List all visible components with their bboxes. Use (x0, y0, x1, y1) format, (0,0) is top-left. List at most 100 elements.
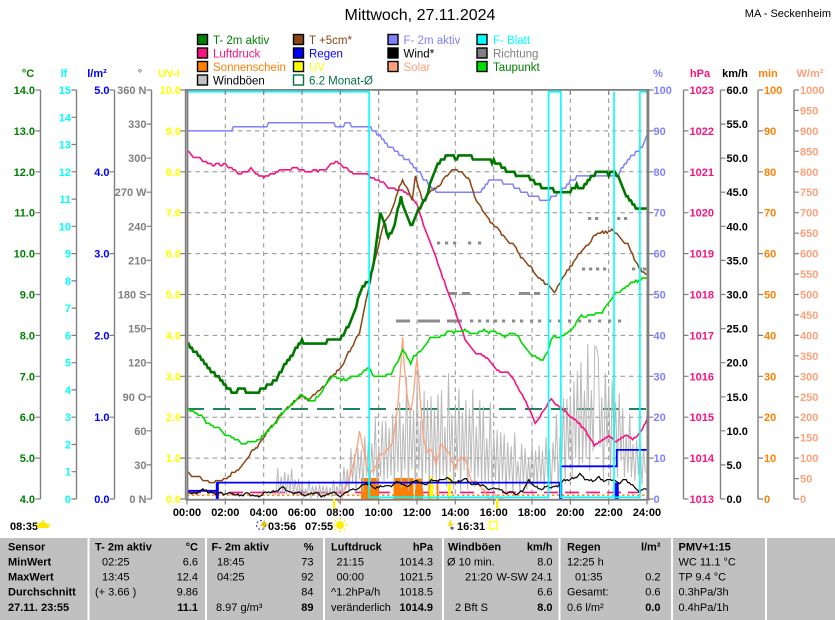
svg-text:0.2: 0.2 (645, 572, 660, 584)
svg-text:8.97 g/m³: 8.97 g/m³ (216, 602, 263, 614)
svg-text:12.4: 12.4 (177, 572, 198, 584)
svg-text:6.2 Monat-Ø: 6.2 Monat-Ø (309, 76, 373, 88)
svg-text:40.0: 40.0 (727, 221, 748, 233)
svg-text:360 N: 360 N (117, 85, 146, 97)
svg-text:1.0: 1.0 (94, 412, 109, 424)
svg-text:5.0: 5.0 (20, 453, 35, 465)
svg-text:TP 9.4 °C: TP 9.4 °C (679, 572, 727, 584)
svg-text:30.0: 30.0 (727, 290, 748, 302)
svg-text:1014: 1014 (690, 453, 715, 465)
svg-text:F- 2m aktiv: F- 2m aktiv (404, 35, 461, 47)
svg-text:20: 20 (764, 412, 776, 424)
svg-text:16:00: 16:00 (480, 507, 508, 519)
svg-text:5.0: 5.0 (94, 85, 109, 97)
svg-text:12:25 h: 12:25 h (567, 557, 604, 569)
svg-text:73: 73 (301, 557, 313, 569)
svg-text:1018.5: 1018.5 (399, 587, 433, 599)
svg-text:6.6: 6.6 (537, 587, 552, 599)
svg-text:80: 80 (764, 167, 776, 179)
svg-text:45.0: 45.0 (727, 187, 748, 199)
svg-text:1.0: 1.0 (166, 453, 181, 465)
svg-text:24:00: 24:00 (633, 507, 661, 519)
svg-text:1: 1 (65, 467, 71, 479)
svg-text:T- 2m aktiv: T- 2m aktiv (213, 35, 269, 47)
svg-text:0 N: 0 N (129, 494, 146, 506)
svg-text:1018: 1018 (690, 290, 714, 302)
svg-text:00:00: 00:00 (173, 507, 201, 519)
svg-text:92: 92 (301, 572, 313, 584)
svg-text:MA - Seckenheim: MA - Seckenheim (745, 8, 831, 20)
svg-text:13.0: 13.0 (14, 126, 35, 138)
svg-text:60: 60 (764, 249, 776, 261)
svg-text:4.0: 4.0 (20, 494, 35, 506)
svg-text:11.0: 11.0 (14, 208, 35, 220)
svg-text:Luftdruck: Luftdruck (331, 542, 383, 554)
svg-text:30: 30 (134, 460, 146, 472)
svg-text:9.0: 9.0 (166, 126, 181, 138)
svg-text:Wind*: Wind* (404, 49, 435, 61)
svg-text:2.0: 2.0 (94, 330, 109, 342)
svg-text:6: 6 (65, 330, 71, 342)
svg-text:Luftdruck: Luftdruck (213, 49, 261, 61)
svg-text:0.4hPa/1h: 0.4hPa/1h (679, 602, 729, 614)
svg-text:1000: 1000 (800, 85, 824, 97)
svg-text:1014.3: 1014.3 (399, 557, 433, 569)
svg-text:20:00: 20:00 (556, 507, 584, 519)
svg-text:0.0: 0.0 (727, 494, 742, 506)
svg-text:25.0: 25.0 (727, 324, 748, 336)
svg-text:0.3hPa/3h: 0.3hPa/3h (679, 587, 729, 599)
svg-text:12: 12 (59, 167, 71, 179)
svg-text:800: 800 (800, 167, 818, 179)
svg-text:12:00: 12:00 (403, 507, 431, 519)
svg-text:150: 150 (800, 433, 818, 445)
svg-text:22:00: 22:00 (595, 507, 623, 519)
svg-text:7.0: 7.0 (20, 371, 35, 383)
svg-text:2.0: 2.0 (166, 412, 181, 424)
svg-text:min: min (758, 68, 778, 80)
svg-text:400: 400 (800, 330, 818, 342)
svg-text:hPa: hPa (413, 542, 434, 554)
svg-text:F- 2m aktiv: F- 2m aktiv (212, 542, 270, 554)
svg-text:40: 40 (654, 330, 666, 342)
svg-text:08:35: 08:35 (10, 521, 38, 533)
svg-text:MinWert: MinWert (8, 557, 52, 569)
svg-text:Regen: Regen (309, 49, 343, 61)
svg-text:Mittwoch, 27.11.2024: Mittwoch, 27.11.2024 (345, 7, 496, 24)
svg-text:84: 84 (301, 587, 313, 599)
svg-text:1017: 1017 (690, 330, 714, 342)
svg-text:30: 30 (764, 371, 776, 383)
svg-text:90: 90 (764, 126, 776, 138)
svg-text:T +5cm*: T +5cm* (309, 35, 352, 47)
svg-text:04:00: 04:00 (250, 507, 278, 519)
svg-text:Ø 10 min.: Ø 10 min. (447, 557, 495, 569)
svg-text:13:45: 13:45 (102, 572, 130, 584)
svg-text:km/h: km/h (527, 542, 553, 554)
svg-text:100: 100 (654, 85, 672, 97)
svg-text:8: 8 (65, 276, 71, 288)
svg-text:16:31: 16:31 (457, 521, 485, 533)
svg-text:MaxWert: MaxWert (8, 572, 54, 584)
svg-text:50: 50 (800, 474, 812, 486)
svg-text:02:25: 02:25 (102, 557, 130, 569)
svg-text:9.86: 9.86 (177, 587, 198, 599)
svg-text:Taupunkt: Taupunkt (493, 62, 540, 74)
svg-text:950: 950 (800, 106, 818, 118)
svg-text:1015: 1015 (690, 412, 714, 424)
svg-text:70: 70 (764, 208, 776, 220)
svg-text:60.0: 60.0 (727, 85, 748, 97)
svg-text:12.0: 12.0 (14, 167, 35, 179)
svg-text:04:25: 04:25 (217, 572, 245, 584)
svg-text:100: 100 (764, 85, 782, 97)
svg-text:9.0: 9.0 (20, 290, 35, 302)
svg-text:°C: °C (22, 68, 34, 80)
svg-text:300: 300 (800, 371, 818, 383)
svg-text:11: 11 (59, 194, 71, 206)
svg-text:10.0: 10.0 (727, 426, 748, 438)
svg-text:%: % (304, 542, 314, 554)
svg-text:1014.9: 1014.9 (399, 602, 433, 614)
svg-text:4.0: 4.0 (94, 167, 109, 179)
svg-text:W/m²: W/m² (797, 68, 824, 80)
svg-text:550: 550 (800, 269, 818, 281)
svg-text:10: 10 (59, 221, 71, 233)
svg-text:8.0: 8.0 (20, 330, 35, 342)
